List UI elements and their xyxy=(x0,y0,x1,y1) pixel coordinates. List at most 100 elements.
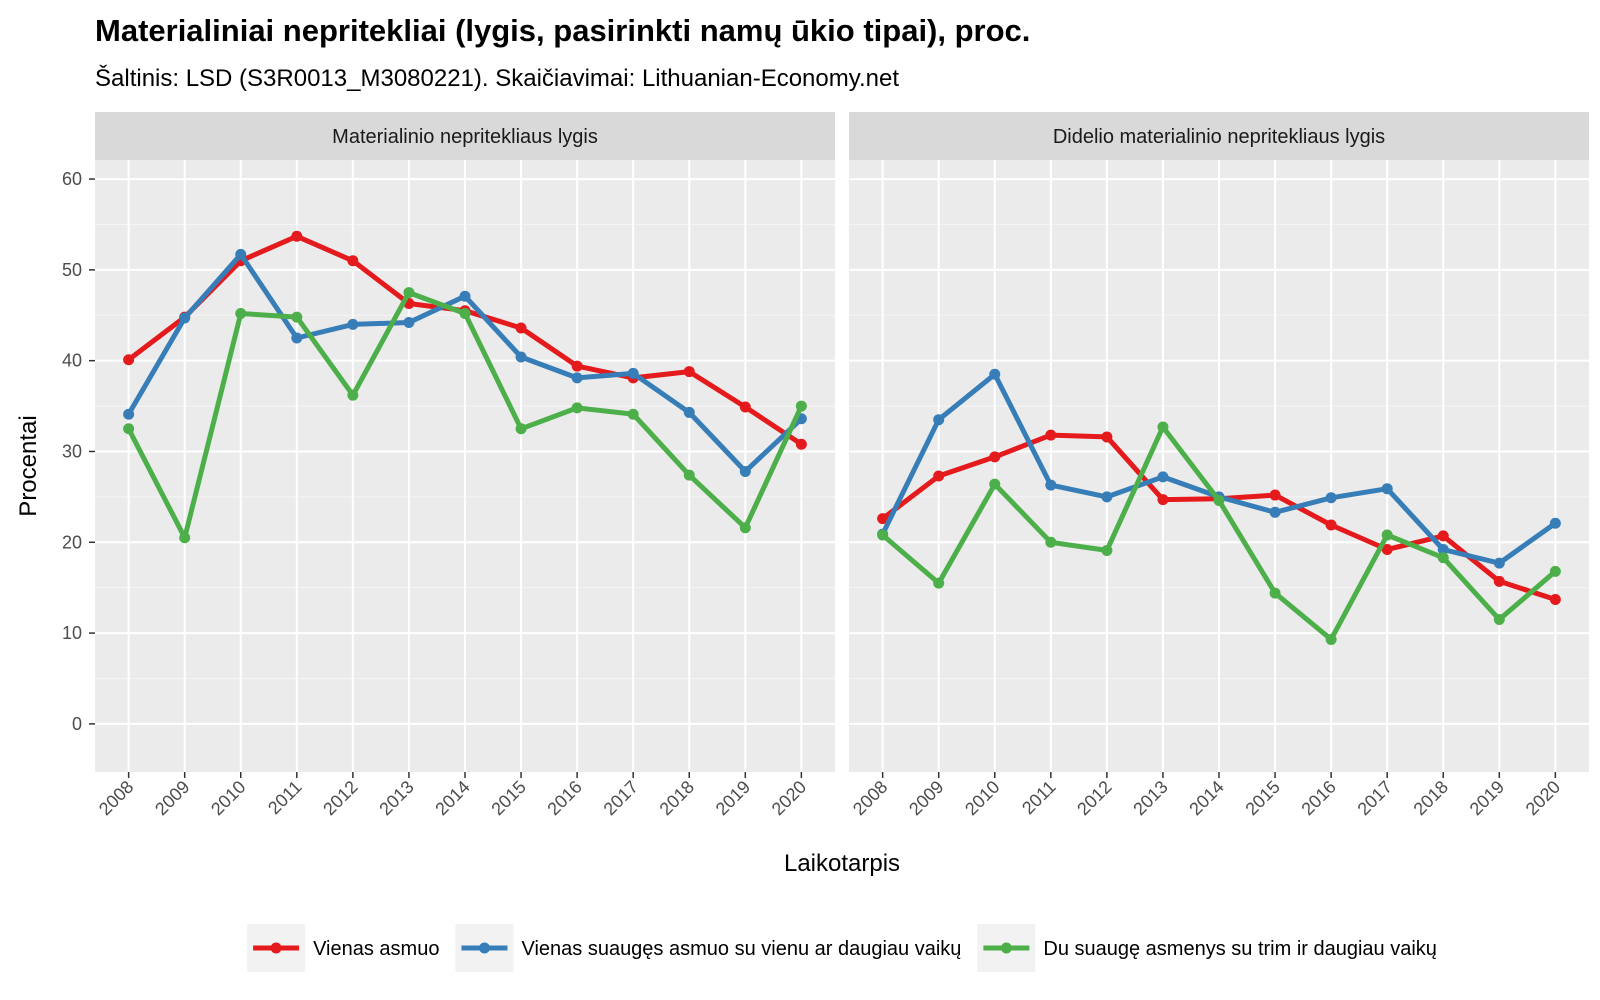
x-tick-label: 2008 xyxy=(849,777,891,819)
data-point xyxy=(1438,530,1449,541)
x-tick-label: 2020 xyxy=(1522,777,1564,819)
data-point xyxy=(179,532,190,543)
x-tick-label: 2014 xyxy=(431,777,473,819)
data-point xyxy=(989,479,1000,490)
y-tick-label: 30 xyxy=(62,441,82,461)
legend-label: Du suaugę asmenys su trim ir daugiau vai… xyxy=(1043,938,1437,960)
facet-1-strip-label: Materialinio nepritekliaus lygis xyxy=(332,126,598,148)
legend-key-point xyxy=(479,943,490,954)
data-point xyxy=(403,317,414,328)
x-tick-label: 2017 xyxy=(600,777,642,819)
y-tick-label: 0 xyxy=(72,714,82,734)
x-tick-label: 2020 xyxy=(768,777,810,819)
data-point xyxy=(684,470,695,481)
data-point xyxy=(933,414,944,425)
data-point xyxy=(347,319,358,330)
x-tick-label: 2010 xyxy=(961,777,1003,819)
data-point xyxy=(1101,491,1112,502)
legend-key-point xyxy=(271,943,282,954)
legend-item-2: Vienas suaugęs asmuo su vienu ar daugiau… xyxy=(455,924,961,972)
x-tick-label: 2010 xyxy=(207,777,249,819)
data-point xyxy=(123,409,134,420)
data-point xyxy=(989,369,1000,380)
data-point xyxy=(516,322,527,333)
data-point xyxy=(403,287,414,298)
y-tick-label: 60 xyxy=(62,169,82,189)
facet-2-strip-label: Didelio materialinio nepritekliaus lygis xyxy=(1053,126,1385,148)
x-tick-label: 2016 xyxy=(543,777,585,819)
data-point xyxy=(1494,576,1505,587)
data-point xyxy=(740,401,751,412)
x-tick-label: 2012 xyxy=(1073,777,1115,819)
data-point xyxy=(1045,537,1056,548)
data-point xyxy=(989,451,1000,462)
data-point xyxy=(933,470,944,481)
data-point xyxy=(1157,494,1168,505)
data-point xyxy=(235,308,246,319)
data-point xyxy=(684,407,695,418)
facet-1: Materialinio nepritekliaus lygis 2008 200… xyxy=(95,112,835,819)
x-tick-label: 2018 xyxy=(1410,777,1452,819)
x-tick-label: 2008 xyxy=(95,777,137,819)
data-point xyxy=(1494,614,1505,625)
x-tick-label: 2016 xyxy=(1297,777,1339,819)
data-point xyxy=(1270,588,1281,599)
data-point xyxy=(291,312,302,323)
x-tick-label: 2011 xyxy=(264,777,306,819)
x-axis-title: Laikotarpis xyxy=(784,850,900,877)
data-point xyxy=(516,352,527,363)
y-tick-label: 40 xyxy=(62,351,82,371)
x-tick-label: 2009 xyxy=(151,777,193,819)
data-point xyxy=(347,255,358,266)
legend-item-1: Vienas asmuo xyxy=(247,924,439,972)
legend-label: Vienas suaugęs asmuo su vienu ar daugiau… xyxy=(521,938,961,960)
y-axis: 0 10 20 30 40 50 60 xyxy=(62,169,95,734)
chart-title: Materialiniai nepritekliai (lygis, pasir… xyxy=(95,13,1030,48)
legend: Vienas asmuo Vienas suaugęs asmuo su vien… xyxy=(247,924,1437,972)
data-point xyxy=(516,423,527,434)
data-point xyxy=(1494,558,1505,569)
data-point xyxy=(123,354,134,365)
data-point xyxy=(796,439,807,450)
data-point xyxy=(572,402,583,413)
legend-label: Vienas asmuo xyxy=(313,938,439,960)
y-tick-label: 50 xyxy=(62,260,82,280)
data-point xyxy=(628,409,639,420)
data-point xyxy=(1326,634,1337,645)
x-tick-label: 2014 xyxy=(1185,777,1227,819)
data-point xyxy=(1438,552,1449,563)
legend-item-3: Du suaugę asmenys su trim ir daugiau vai… xyxy=(977,924,1437,972)
chart-subtitle: Šaltinis: LSD (S3R0013_M3080221). Skaiči… xyxy=(95,64,899,92)
x-tick-label: 2009 xyxy=(905,777,947,819)
y-axis-title: Procentai xyxy=(15,415,42,516)
data-point xyxy=(572,372,583,383)
data-point xyxy=(628,368,639,379)
x-tick-label: 2015 xyxy=(487,777,529,819)
x-tick-label: 2015 xyxy=(1241,777,1283,819)
data-point xyxy=(1045,480,1056,491)
x-tick-label: 2019 xyxy=(712,777,754,819)
facet-2: Didelio materialinio nepritekliaus lygis… xyxy=(849,112,1589,819)
data-point xyxy=(123,423,134,434)
data-point xyxy=(1045,430,1056,441)
data-point xyxy=(235,249,246,260)
data-point xyxy=(684,366,695,377)
data-point xyxy=(796,401,807,412)
data-point xyxy=(1382,530,1393,541)
data-point xyxy=(1157,421,1168,432)
data-point xyxy=(1270,507,1281,518)
x-tick-label: 2017 xyxy=(1354,777,1396,819)
data-point xyxy=(460,291,471,302)
data-point xyxy=(1326,520,1337,531)
y-tick-label: 10 xyxy=(62,623,82,643)
data-point xyxy=(933,578,944,589)
legend-key-point xyxy=(1001,943,1012,954)
data-point xyxy=(291,332,302,343)
data-point xyxy=(179,312,190,323)
x-tick-label: 2013 xyxy=(375,777,417,819)
data-point xyxy=(1157,471,1168,482)
x-tick-label: 2013 xyxy=(1129,777,1171,819)
data-point xyxy=(1270,490,1281,501)
x-tick-label: 2019 xyxy=(1466,777,1508,819)
